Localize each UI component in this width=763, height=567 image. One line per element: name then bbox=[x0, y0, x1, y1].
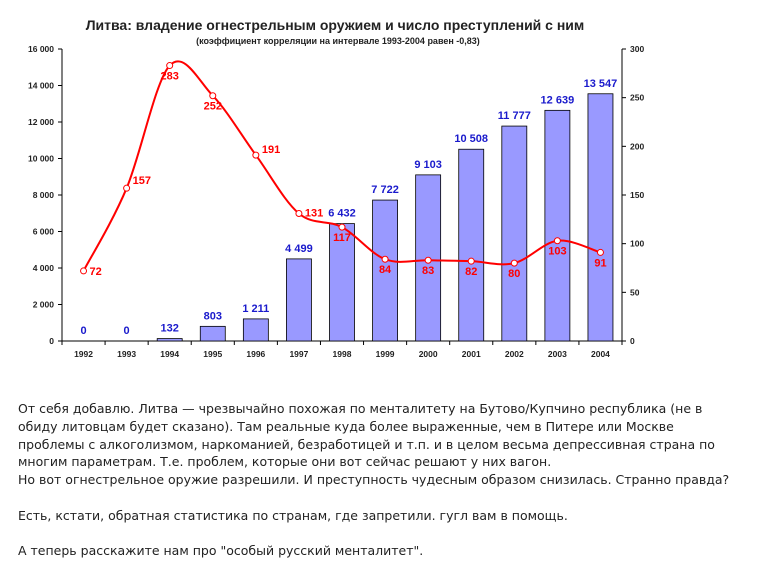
post-line: От себя добавлю. Литва — чрезвычайно пох… bbox=[18, 401, 703, 416]
y-left-tick-label: 10 000 bbox=[28, 154, 54, 164]
x-tick-label: 1995 bbox=[203, 349, 222, 359]
line-value-label: 191 bbox=[262, 144, 280, 156]
line-value-label: 157 bbox=[133, 175, 151, 187]
bar-value-label: 803 bbox=[204, 310, 222, 322]
bar-series bbox=[156, 93, 614, 342]
line-value-label: 83 bbox=[422, 265, 434, 277]
line-point bbox=[80, 267, 88, 275]
y-right-tick-label: 300 bbox=[630, 44, 644, 54]
line-value-label: 131 bbox=[305, 207, 323, 219]
x-tick-label: 1998 bbox=[333, 349, 352, 359]
line-point bbox=[510, 259, 518, 267]
line-value-label: 91 bbox=[594, 257, 606, 269]
data-labels: 0 0 132 803 1 211 4 499 6 432 7 722 9 103 10 508 1… bbox=[80, 71, 617, 337]
bar-value-label: 0 bbox=[80, 325, 86, 337]
chart: Литва: владение огнестрельным оружием и … bbox=[28, 17, 644, 359]
line-value-label: 72 bbox=[90, 266, 102, 278]
y-right-tick-label: 100 bbox=[630, 239, 644, 249]
bar-value-label: 4 499 bbox=[285, 243, 313, 255]
y-right-tick-label: 200 bbox=[630, 141, 644, 151]
bar bbox=[458, 148, 485, 342]
line-point bbox=[381, 255, 389, 263]
line-value-label: 283 bbox=[161, 71, 179, 83]
x-tick-label: 1992 bbox=[74, 349, 93, 359]
y-left-tick-label: 0 bbox=[49, 336, 54, 346]
line-value-label: 84 bbox=[379, 264, 392, 276]
y-right-tick-label: 250 bbox=[630, 93, 644, 103]
bar-value-label: 0 bbox=[124, 325, 130, 337]
bar-value-label: 11 777 bbox=[498, 110, 531, 122]
line-value-label: 82 bbox=[465, 266, 477, 278]
y-left-tick-label: 12 000 bbox=[28, 117, 54, 127]
x-tick-label: 1996 bbox=[246, 349, 265, 359]
bar-value-label: 1 211 bbox=[242, 303, 269, 315]
bar-value-label: 6 432 bbox=[328, 208, 356, 220]
line-point bbox=[123, 184, 131, 192]
post-line: многим параметрам. Т.е. проблем, которые… bbox=[18, 454, 552, 470]
line-value-label: 103 bbox=[548, 246, 566, 258]
y-right-tick-label: 50 bbox=[630, 287, 640, 297]
post-paragraph: Есть, кстати, обратная статистика по стр… bbox=[18, 507, 758, 525]
bar-value-label: 10 508 bbox=[454, 133, 488, 145]
line-point bbox=[338, 223, 346, 231]
line-point bbox=[467, 257, 475, 265]
bar bbox=[329, 223, 355, 342]
x-tick-label: 1999 bbox=[376, 349, 395, 359]
y-left-tick-label: 8 000 bbox=[33, 190, 55, 200]
post-line: проблемы с алкоголизмом, наркоманией, бе… bbox=[18, 436, 715, 452]
bar-value-label: 9 103 bbox=[414, 159, 442, 171]
post-paragraph: От себя добавлю. Литва — чрезвычайно пох… bbox=[18, 400, 758, 489]
x-tick-label: 1993 bbox=[117, 349, 136, 359]
y-left-tick-label: 2 000 bbox=[33, 300, 55, 310]
x-tick-label: 2000 bbox=[419, 349, 438, 359]
line-point bbox=[424, 256, 432, 264]
line-value-label: 252 bbox=[204, 101, 222, 113]
bar bbox=[242, 318, 269, 342]
chart-title: Литва: владение огнестрельным оружием и … bbox=[86, 17, 585, 33]
post-line: обиду литовцам будет сказано). Там реаль… bbox=[18, 418, 674, 434]
y-right-tick-label: 0 bbox=[630, 336, 635, 346]
x-tick-label: 2003 bbox=[548, 349, 567, 359]
bar-value-label: 13 547 bbox=[584, 78, 618, 90]
line-value-label: 117 bbox=[333, 232, 351, 244]
post-line: А теперь расскажите нам про "особый русс… bbox=[18, 543, 424, 559]
bar bbox=[544, 109, 571, 342]
x-tick-label: 1994 bbox=[160, 349, 179, 359]
y-right-tick-label: 150 bbox=[630, 190, 644, 200]
x-tick-label: 1997 bbox=[289, 349, 308, 359]
line-point bbox=[553, 237, 561, 245]
line-point bbox=[252, 151, 260, 159]
bar bbox=[199, 325, 226, 342]
post-line: Но вот огнестрельное оружие разрешили. И… bbox=[18, 472, 730, 488]
line-point bbox=[596, 248, 604, 256]
line-point bbox=[295, 209, 303, 217]
chart-canvas: Литва: владение огнестрельным оружием и … bbox=[28, 17, 644, 359]
bar bbox=[156, 338, 183, 342]
post-text: От себя добавлю. Литва — чрезвычайно пох… bbox=[18, 400, 758, 560]
chart-subtitle: (коэффициент корреляции на интервале 199… bbox=[196, 36, 480, 46]
post-paragraph: А теперь расскажите нам про "особый русс… bbox=[18, 542, 758, 560]
line-series bbox=[80, 60, 604, 275]
bar-value-label: 7 722 bbox=[371, 184, 399, 196]
bar bbox=[372, 199, 398, 342]
y-left-tick-label: 6 000 bbox=[33, 227, 55, 237]
bar bbox=[286, 258, 312, 342]
line-point bbox=[166, 62, 174, 70]
x-tick-label: 2001 bbox=[462, 349, 481, 359]
y-left-tick-label: 16 000 bbox=[28, 44, 54, 54]
x-tick-label: 2002 bbox=[505, 349, 524, 359]
x-tick-label: 2004 bbox=[591, 349, 610, 359]
bar-value-label: 12 639 bbox=[541, 94, 575, 106]
axes: 0 2 000 4 000 6 000 8 000 10 000 12 000 14 000 1… bbox=[28, 44, 644, 359]
line-value-label: 80 bbox=[508, 268, 520, 280]
post-line: Есть, кстати, обратная статистика по стр… bbox=[18, 507, 568, 523]
y-left-tick-label: 14 000 bbox=[28, 81, 54, 91]
line-point bbox=[209, 92, 217, 100]
bar bbox=[501, 125, 528, 342]
bar bbox=[587, 93, 614, 342]
bar-value-label: 132 bbox=[161, 323, 179, 335]
y-left-tick-label: 4 000 bbox=[33, 263, 55, 273]
